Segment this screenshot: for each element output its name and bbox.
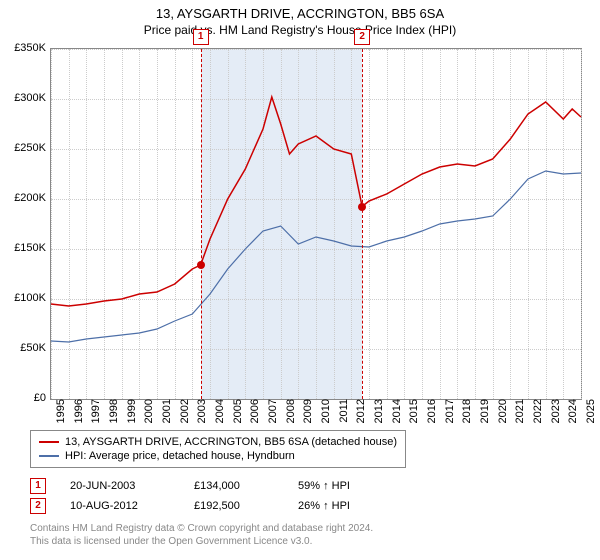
x-tick-label: 2018 (457, 399, 473, 423)
y-tick-label: £250K (0, 142, 46, 154)
txn-marker: 2 (30, 498, 46, 514)
x-tick-label: 2014 (387, 399, 403, 423)
series-price_paid (51, 97, 581, 306)
table-row: 1 20-JUN-2003 £134,000 59% ↑ HPI (30, 476, 378, 496)
x-tick-label: 2006 (245, 399, 261, 423)
y-tick-label: £350K (0, 42, 46, 54)
x-tick-label: 2015 (404, 399, 420, 423)
x-tick-label: 2009 (298, 399, 314, 423)
x-tick-label: 1996 (69, 399, 85, 423)
x-tick-label: 2020 (493, 399, 509, 423)
y-tick-label: £200K (0, 192, 46, 204)
marker-box: 2 (354, 29, 370, 45)
line-series-svg (51, 49, 581, 399)
x-tick-label: 2000 (139, 399, 155, 423)
legend-label: 13, AYSGARTH DRIVE, ACCRINGTON, BB5 6SA … (65, 436, 397, 448)
gridline-v (581, 49, 582, 399)
marker-line (362, 49, 363, 399)
txn-date: 20-JUN-2003 (70, 480, 170, 492)
legend-swatch (39, 455, 59, 457)
x-tick-label: 2021 (510, 399, 526, 423)
txn-date: 10-AUG-2012 (70, 500, 170, 512)
y-tick-label: £100K (0, 292, 46, 304)
y-tick-label: £300K (0, 92, 46, 104)
y-tick-label: £0 (0, 392, 46, 404)
marker-dot (358, 203, 366, 211)
marker-box: 1 (193, 29, 209, 45)
footer-line: This data is licensed under the Open Gov… (30, 535, 373, 548)
x-tick-label: 2025 (581, 399, 597, 423)
x-tick-label: 2024 (563, 399, 579, 423)
legend-item: 13, AYSGARTH DRIVE, ACCRINGTON, BB5 6SA … (39, 435, 397, 449)
x-tick-label: 2017 (440, 399, 456, 423)
x-tick-label: 1995 (51, 399, 67, 423)
table-row: 2 10-AUG-2012 £192,500 26% ↑ HPI (30, 496, 378, 516)
footer-line: Contains HM Land Registry data © Crown c… (30, 522, 373, 535)
marker-dot (197, 261, 205, 269)
x-tick-label: 1999 (122, 399, 138, 423)
txn-hpi: 59% ↑ HPI (298, 480, 378, 492)
x-tick-label: 2007 (263, 399, 279, 423)
legend-box: 13, AYSGARTH DRIVE, ACCRINGTON, BB5 6SA … (30, 430, 406, 468)
x-tick-label: 1997 (86, 399, 102, 423)
txn-price: £134,000 (194, 480, 274, 492)
x-tick-label: 2003 (192, 399, 208, 423)
x-tick-label: 2012 (351, 399, 367, 423)
x-tick-label: 2023 (546, 399, 562, 423)
x-tick-label: 2005 (228, 399, 244, 423)
y-axis-labels: £0£50K£100K£150K£200K£250K£300K£350K (0, 48, 48, 398)
x-tick-label: 2002 (175, 399, 191, 423)
x-tick-label: 2016 (422, 399, 438, 423)
series-hpi (51, 171, 581, 342)
chart-title: 13, AYSGARTH DRIVE, ACCRINGTON, BB5 6SA (0, 0, 600, 21)
legend-label: HPI: Average price, detached house, Hynd… (65, 450, 295, 462)
chart-container: 13, AYSGARTH DRIVE, ACCRINGTON, BB5 6SA … (0, 0, 600, 560)
transactions-table: 1 20-JUN-2003 £134,000 59% ↑ HPI 2 10-AU… (30, 476, 378, 516)
chart-subtitle: Price paid vs. HM Land Registry's House … (0, 21, 600, 37)
txn-marker: 1 (30, 478, 46, 494)
plot-area: 1995199619971998199920002001200220032004… (50, 48, 582, 400)
legend-swatch (39, 441, 59, 443)
txn-price: £192,500 (194, 500, 274, 512)
x-tick-label: 2008 (281, 399, 297, 423)
x-tick-label: 2022 (528, 399, 544, 423)
y-tick-label: £50K (0, 342, 46, 354)
txn-hpi: 26% ↑ HPI (298, 500, 378, 512)
x-tick-label: 2010 (316, 399, 332, 423)
x-tick-label: 1998 (104, 399, 120, 423)
legend-item: HPI: Average price, detached house, Hynd… (39, 449, 397, 463)
y-tick-label: £150K (0, 242, 46, 254)
x-tick-label: 2013 (369, 399, 385, 423)
marker-line (201, 49, 202, 399)
x-tick-label: 2011 (334, 399, 350, 423)
footer-attribution: Contains HM Land Registry data © Crown c… (30, 522, 373, 548)
x-tick-label: 2019 (475, 399, 491, 423)
x-tick-label: 2004 (210, 399, 226, 423)
x-tick-label: 2001 (157, 399, 173, 423)
